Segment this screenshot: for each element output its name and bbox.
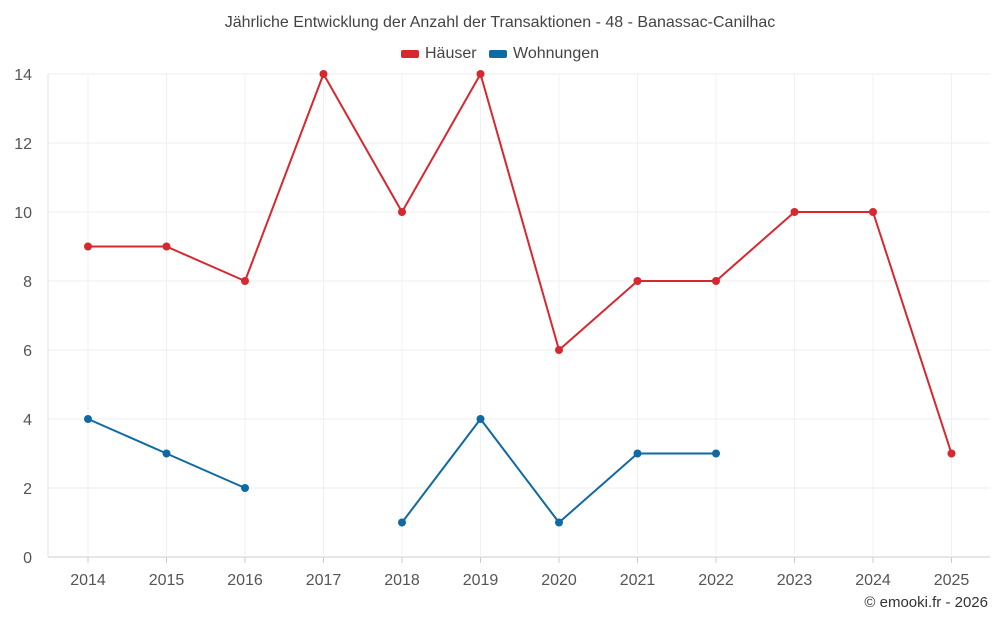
data-point-wohnungen <box>476 415 485 423</box>
data-point-haeuser <box>555 346 563 354</box>
data-point-wohnungen <box>162 449 171 458</box>
legend-item-wohnungen[interactable]: Wohnungen <box>489 45 599 63</box>
y-tick-label: 6 <box>23 343 32 360</box>
legend-label-haeuser: Häuser <box>424 45 477 62</box>
x-tick-label: 2019 <box>463 572 499 589</box>
series-line-haeuser <box>88 73 953 454</box>
x-tick-label: 2022 <box>698 572 734 589</box>
x-tick-label: 2025 <box>934 572 970 589</box>
data-point-haeuser <box>869 208 877 216</box>
x-tick-label: 2014 <box>70 572 106 589</box>
data-point-wohnungen <box>398 518 406 527</box>
data-point-haeuser <box>790 208 799 216</box>
data-point-wohnungen <box>241 484 249 492</box>
chart-title: Jährliche Entwicklung der Anzahl der Tra… <box>224 14 776 31</box>
y-tick-label: 10 <box>14 205 32 222</box>
data-point-haeuser <box>398 208 406 216</box>
footer-credit: © emooki.fr - 2026 <box>864 594 988 611</box>
y-tick-label: 4 <box>23 412 32 429</box>
data-point-haeuser <box>84 242 92 251</box>
x-tick-label: 2021 <box>620 572 656 589</box>
x-tick-label: 2015 <box>149 572 185 589</box>
data-point-wohnungen <box>633 449 642 458</box>
data-point-haeuser <box>162 242 171 251</box>
data-point-haeuser <box>633 277 642 285</box>
x-tick-label: 2024 <box>855 572 891 589</box>
legend-label-wohnungen: Wohnungen <box>513 45 600 62</box>
x-tick-label: 2016 <box>227 572 263 589</box>
data-point-haeuser <box>241 277 249 285</box>
data-point-haeuser <box>712 277 720 285</box>
x-tick-label: 2017 <box>306 572 342 589</box>
legend-item-haeuser[interactable]: Häuser <box>400 45 477 63</box>
x-tick-label: 2020 <box>541 572 577 589</box>
y-tick-label: 8 <box>23 274 32 291</box>
data-point-wohnungen <box>555 518 563 527</box>
data-point-wohnungen <box>712 449 720 458</box>
data-point-haeuser <box>319 70 328 78</box>
x-tick-label: 2018 <box>384 572 420 589</box>
y-tick-label: 0 <box>23 550 32 567</box>
data-point-wohnungen <box>84 415 92 423</box>
legend: Häuser Wohnungen <box>0 45 1000 63</box>
legend-swatch-wohnungen <box>489 50 508 58</box>
data-point-haeuser <box>476 70 485 78</box>
y-tick-label: 12 <box>14 136 32 153</box>
y-tick-label: 14 <box>14 67 32 84</box>
legend-swatch-haeuser <box>400 50 419 58</box>
x-tick-label: 2023 <box>777 572 813 589</box>
y-tick-label: 2 <box>23 481 32 498</box>
data-point-haeuser <box>947 449 956 458</box>
